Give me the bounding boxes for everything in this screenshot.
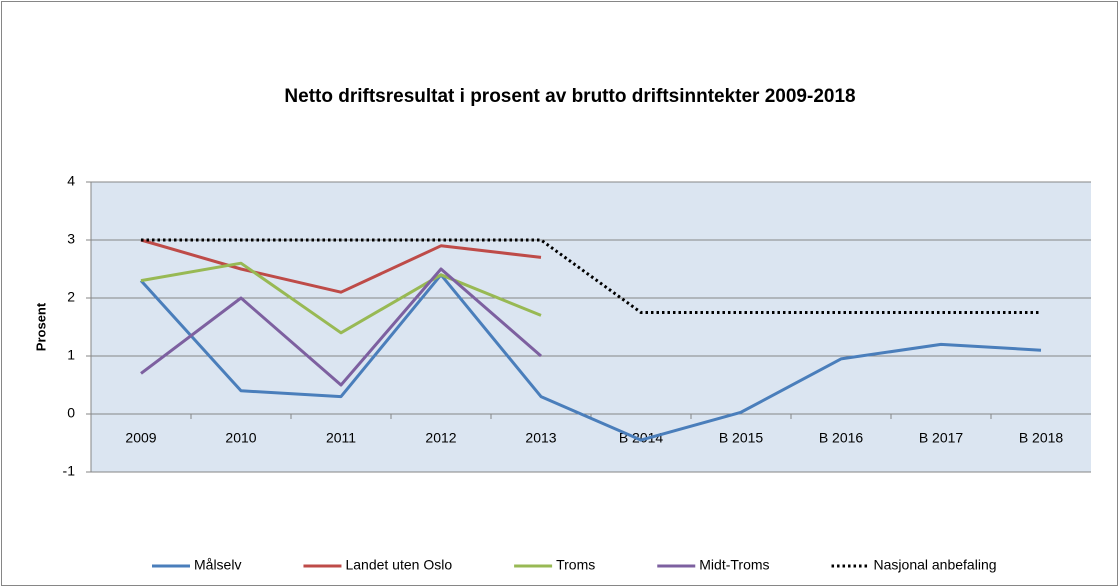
series-line [140, 238, 542, 294]
plot-area [91, 182, 1091, 472]
legend-label: Nasjonal anbefaling [874, 557, 997, 573]
x-tick-label: 2009 [125, 430, 156, 446]
x-tick-label: 2013 [525, 430, 556, 446]
legend-label: Troms [556, 557, 595, 573]
chart-title: Netto driftsresultat i prosent av brutto… [284, 86, 855, 107]
legend-label: Midt-Troms [699, 557, 769, 573]
y-tick-label: -1 [63, 463, 76, 479]
x-tick-label: B 2017 [919, 430, 964, 446]
legend-label: Landet uten Oslo [345, 557, 452, 573]
legend-label: Målselv [194, 557, 241, 573]
series-line [139, 273, 1042, 442]
series-line [141, 238, 1041, 314]
x-tick-label: B 2016 [819, 430, 864, 446]
y-tick-label: 4 [67, 173, 75, 189]
x-tick-label: 2010 [225, 430, 256, 446]
series-line [140, 261, 542, 335]
y-tick-label: 0 [67, 405, 75, 421]
series-line [140, 267, 542, 387]
y-tick-label: 1 [67, 347, 75, 363]
x-tick-label: 2011 [326, 430, 356, 446]
y-tick-label: 2 [67, 289, 75, 305]
y-tick-label: 3 [67, 231, 75, 247]
y-axis-label: Prosent [33, 302, 48, 351]
x-tick-label: B 2015 [719, 430, 764, 446]
x-tick-label: B 2018 [1019, 430, 1064, 446]
x-tick-label: 2012 [425, 430, 456, 446]
